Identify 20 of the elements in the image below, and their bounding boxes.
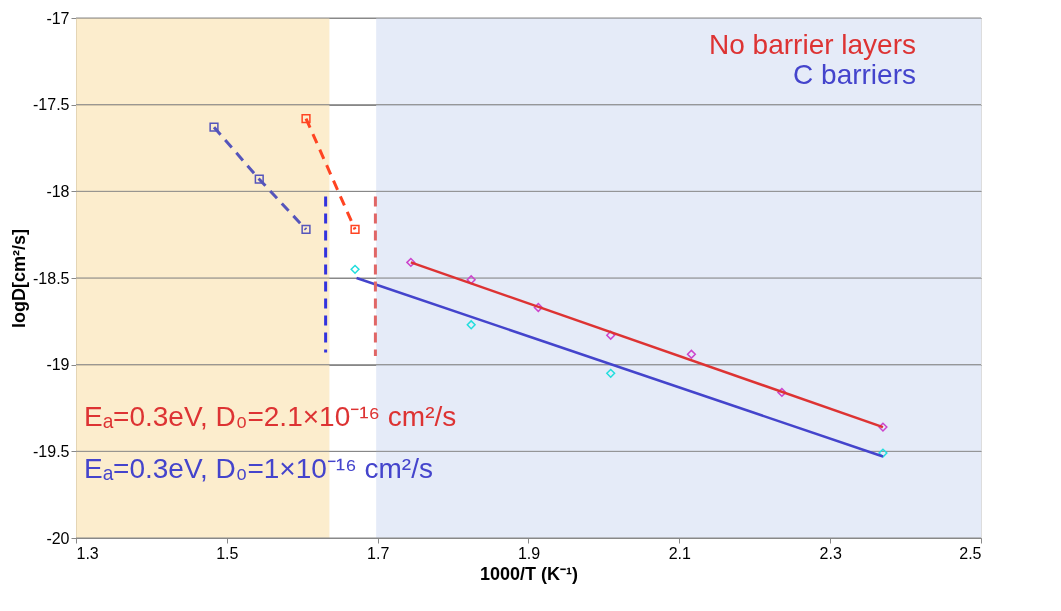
- x-axis-title: 1000/T (K⁻¹): [479, 563, 579, 584]
- y-tick-label: -19.5: [33, 442, 70, 460]
- annotation: Eₐ=0.3eV, D₀=2.1×10⁻¹⁶ cm²/s: [84, 401, 457, 432]
- y-tick-label: -17: [46, 9, 70, 27]
- text: C barriers: [793, 59, 916, 90]
- x-tick-label: 2.5: [959, 544, 982, 562]
- annotation: Eₐ=0.3eV, D₀=1×10⁻¹⁶ cm²/s: [84, 453, 433, 484]
- y-tick-label: -20: [46, 529, 70, 547]
- y-axis-title: logD[cm²/s]: [9, 229, 30, 328]
- text: No barrier layers: [709, 29, 916, 60]
- x-tick-label: 2.1: [668, 544, 692, 562]
- y-tick-label: -17.5: [33, 96, 70, 114]
- x-tick-label: 1.7: [367, 544, 390, 562]
- y-tick-label: -18: [46, 182, 70, 200]
- y-tick-label: -19: [46, 356, 70, 374]
- x-tick-label: 1.5: [216, 544, 239, 562]
- x-tick-label: 2.3: [819, 544, 842, 562]
- y-tick-label: -18.5: [33, 269, 70, 287]
- x-tick-label: 1.9: [517, 544, 541, 562]
- x-tick-label: 1.3: [76, 544, 99, 562]
